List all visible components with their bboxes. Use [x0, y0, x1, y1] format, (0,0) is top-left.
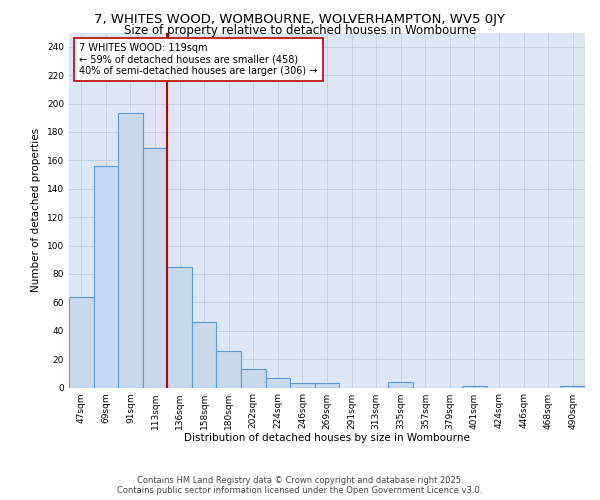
Text: 7, WHITES WOOD, WOMBOURNE, WOLVERHAMPTON, WV5 0JY: 7, WHITES WOOD, WOMBOURNE, WOLVERHAMPTON… [95, 12, 505, 26]
Bar [266, 378, 290, 388]
Bar [94, 166, 118, 388]
Bar [167, 267, 192, 388]
Bar [290, 383, 315, 388]
Text: Contains HM Land Registry data © Crown copyright and database right 2025.
Contai: Contains HM Land Registry data © Crown c… [118, 476, 482, 495]
Text: Size of property relative to detached houses in Wombourne: Size of property relative to detached ho… [124, 24, 476, 37]
Bar [462, 386, 487, 388]
Bar [315, 383, 339, 388]
Bar [241, 369, 266, 388]
Y-axis label: Number of detached properties: Number of detached properties [31, 128, 41, 292]
Bar [69, 296, 94, 388]
X-axis label: Distribution of detached houses by size in Wombourne: Distribution of detached houses by size … [184, 433, 470, 443]
Bar [118, 114, 143, 388]
Bar [560, 386, 585, 388]
Text: 7 WHITES WOOD: 119sqm
← 59% of detached houses are smaller (458)
40% of semi-det: 7 WHITES WOOD: 119sqm ← 59% of detached … [79, 43, 317, 76]
Bar [388, 382, 413, 388]
Bar [143, 148, 167, 388]
Bar [192, 322, 217, 388]
Bar [217, 350, 241, 388]
